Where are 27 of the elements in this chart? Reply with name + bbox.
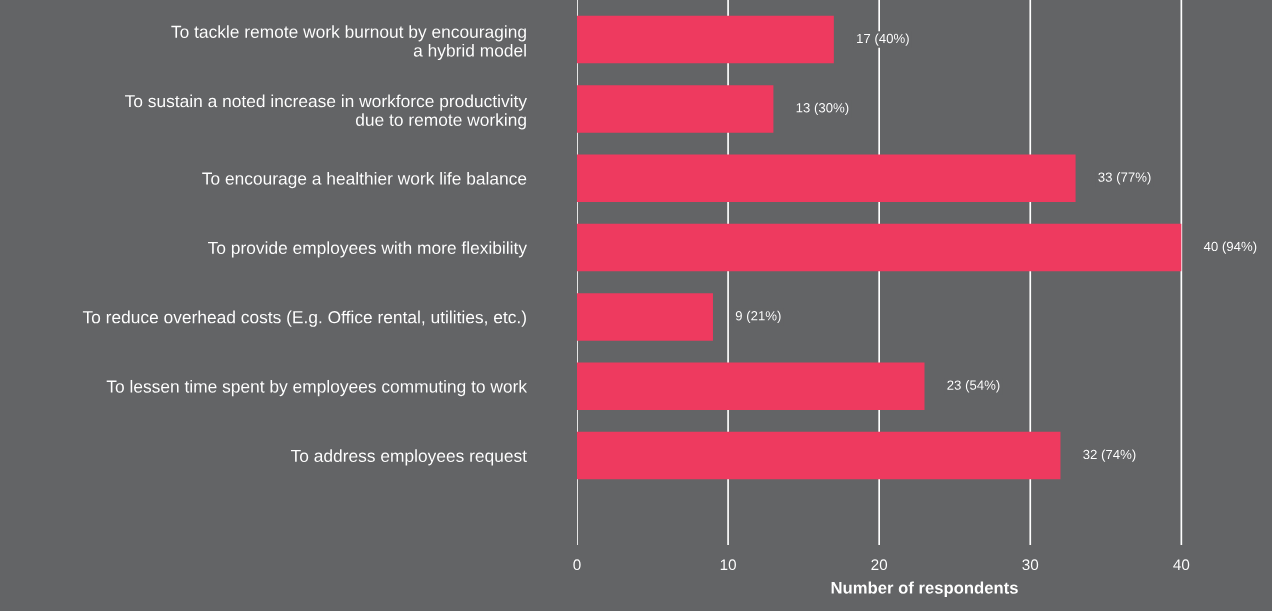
y-tick-label: To reduce overhead costs (E.g. Office rental, utilities, etc.): [82, 310, 526, 327]
data-label: 9 (21%): [735, 310, 781, 324]
bar: [577, 431, 1061, 480]
data-label: 17 (40%): [857, 33, 909, 46]
x-tick-label: 40: [1173, 559, 1190, 571]
bar: [577, 85, 774, 133]
bar: [577, 154, 1076, 203]
data-label: 23 (54%): [947, 380, 1000, 393]
x-tick-label: 20: [871, 559, 888, 571]
x-tick-label: 30: [1022, 559, 1039, 571]
y-tick-label: To address employees request: [290, 449, 527, 466]
data-label: 13 (30%): [796, 102, 849, 116]
x-tick-label: 10: [720, 559, 736, 571]
y-tick-label: To provide employees with more flexibility: [208, 241, 527, 258]
bar: [577, 15, 834, 64]
y-tick-label: To lessen time spent by employees commuting to work: [106, 379, 528, 397]
y-tick-label: To encourage a healthier work life balance: [202, 171, 527, 189]
x-tick-label: 0: [573, 559, 581, 571]
x-axis-title: Number of respondents: [831, 581, 1018, 597]
bar: [577, 223, 1182, 272]
bar: [577, 293, 713, 341]
data-label: 33 (77%): [1098, 172, 1151, 185]
y-tick-label: To tackle remote work burnout by encouraging a hybrid model: [171, 25, 526, 61]
data-label: 32 (74%): [1083, 449, 1136, 462]
data-label: 40 (94%): [1203, 241, 1257, 254]
bar: [577, 362, 925, 411]
y-tick-label: To sustain a noted increase in workforce productivity due to remote working: [125, 94, 527, 130]
